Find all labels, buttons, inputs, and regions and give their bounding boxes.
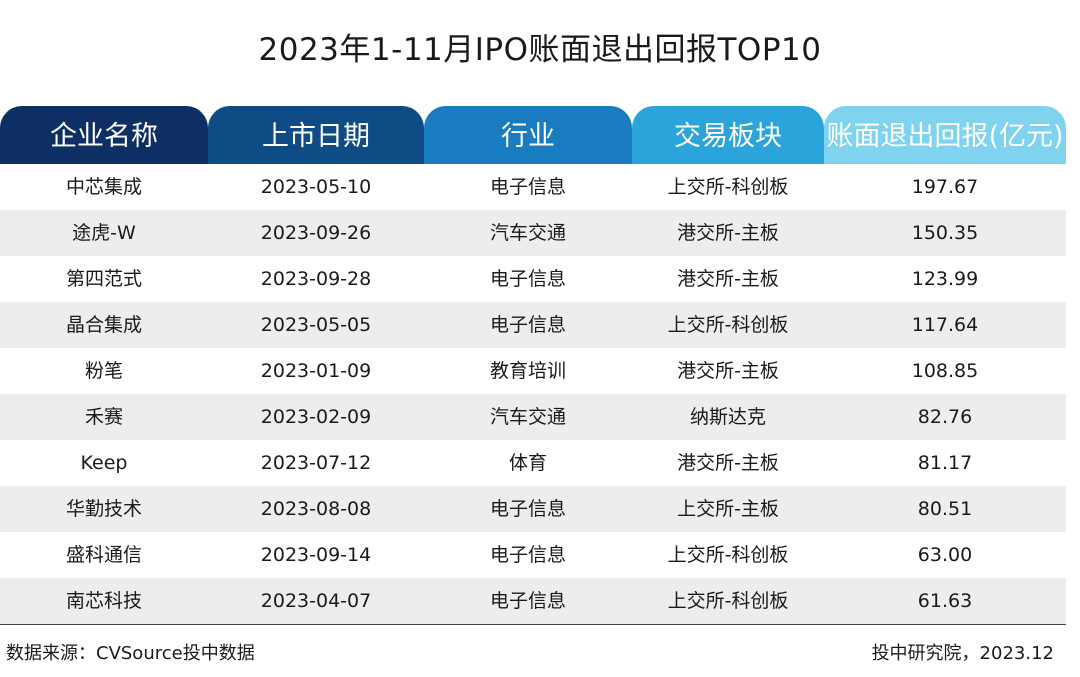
table-body: 中芯集成 2023-05-10 电子信息 上交所-科创板 197.67 途虎-W 2023-… [0,164,1066,624]
return-cell: 82.76 [917,406,973,428]
industry-cell: 电子信息 [489,268,566,290]
board-cell: 上交所-主板 [677,498,779,520]
listing-date-cell: 2023-09-14 [260,544,372,566]
industry-cell: 汽车交通 [489,222,566,244]
table-row: 华勤技术 2023-08-08 电子信息 上交所-主板 80.51 [0,486,1066,532]
board-cell: 港交所-主板 [677,268,779,290]
listing-date-cell: 2023-07-12 [260,452,372,474]
return-cell: 117.64 [911,314,979,336]
return-cell: 80.51 [917,498,973,520]
company-cell: 禾赛 [84,406,123,428]
company-cell: 盛科通信 [65,544,142,566]
company-cell: 华勤技术 [65,498,142,520]
listing-date-cell: 2023-02-09 [260,406,372,428]
industry-cell: 电子信息 [489,590,566,612]
industry-cell: 汽车交通 [489,406,566,428]
header-board: 交易板块 [632,106,824,164]
return-cell: 81.17 [917,452,973,474]
board-cell: 港交所-主板 [677,360,779,382]
company-cell: 粉笔 [84,360,123,382]
board-cell: 港交所-主板 [677,452,779,474]
board-cell: 上交所-科创板 [667,544,789,566]
board-cell: 港交所-主板 [677,222,779,244]
return-cell: 63.00 [917,544,973,566]
board-cell: 纳斯达克 [689,406,766,428]
table-header: 企业名称 上市日期 行业 交易板块 账面退出回报(亿元) [0,106,1066,164]
company-cell: 晶合集成 [65,314,142,336]
company-cell: 中芯集成 [65,176,142,198]
industry-cell: 体育 [508,452,547,474]
listing-date-cell: 2023-04-07 [260,590,372,612]
header-company: 企业名称 [0,106,208,164]
header-return: 账面退出回报(亿元) [824,106,1066,164]
bottom-rule [0,624,1066,625]
page-title: 2023年1-11月IPO账面退出回报TOP10 [258,32,822,68]
listing-date-cell: 2023-01-09 [260,360,372,382]
listing-date-cell: 2023-05-10 [260,176,372,198]
board-cell: 上交所-科创板 [667,176,789,198]
return-cell: 108.85 [911,360,979,382]
company-cell: Keep [80,452,128,474]
source-note: 数据来源：CVSource投中数据 [6,643,255,664]
listing-date-cell: 2023-09-28 [260,268,372,290]
industry-cell: 电子信息 [489,498,566,520]
company-cell: 途虎-W [72,222,136,244]
board-cell: 上交所-科创板 [667,314,789,336]
industry-cell: 电子信息 [489,544,566,566]
return-cell: 197.67 [911,176,979,198]
industry-cell: 电子信息 [489,314,566,336]
table-row: 中芯集成 2023-05-10 电子信息 上交所-科创板 197.67 [0,164,1066,210]
table-row: 盛科通信 2023-09-14 电子信息 上交所-科创板 63.00 [0,532,1066,578]
table-row: 途虎-W 2023-09-26 汽车交通 港交所-主板 150.35 [0,210,1066,256]
table-row: 晶合集成 2023-05-05 电子信息 上交所-科创板 117.64 [0,302,1066,348]
industry-cell: 电子信息 [489,176,566,198]
return-cell: 61.63 [917,590,973,612]
header-listing-date: 上市日期 [208,106,424,164]
listing-date-cell: 2023-09-26 [260,222,372,244]
table-row: Keep 2023-07-12 体育 港交所-主板 81.17 [0,440,1066,486]
company-cell: 第四范式 [65,268,142,290]
credit-note: 投中研究院，2023.12 [871,643,1054,664]
return-cell: 123.99 [911,268,979,290]
header-industry: 行业 [424,106,632,164]
table-row: 禾赛 2023-02-09 汽车交通 纳斯达克 82.76 [0,394,1066,440]
table-row: 第四范式 2023-09-28 电子信息 港交所-主板 123.99 [0,256,1066,302]
table-row: 粉笔 2023-01-09 教育培训 港交所-主板 108.85 [0,348,1066,394]
company-cell: 南芯科技 [65,590,142,612]
return-cell: 150.35 [911,222,979,244]
industry-cell: 教育培训 [489,360,566,382]
listing-date-cell: 2023-05-05 [260,314,372,336]
listing-date-cell: 2023-08-08 [260,498,372,520]
board-cell: 上交所-科创板 [667,590,789,612]
table-row: 南芯科技 2023-04-07 电子信息 上交所-科创板 61.63 [0,578,1066,624]
